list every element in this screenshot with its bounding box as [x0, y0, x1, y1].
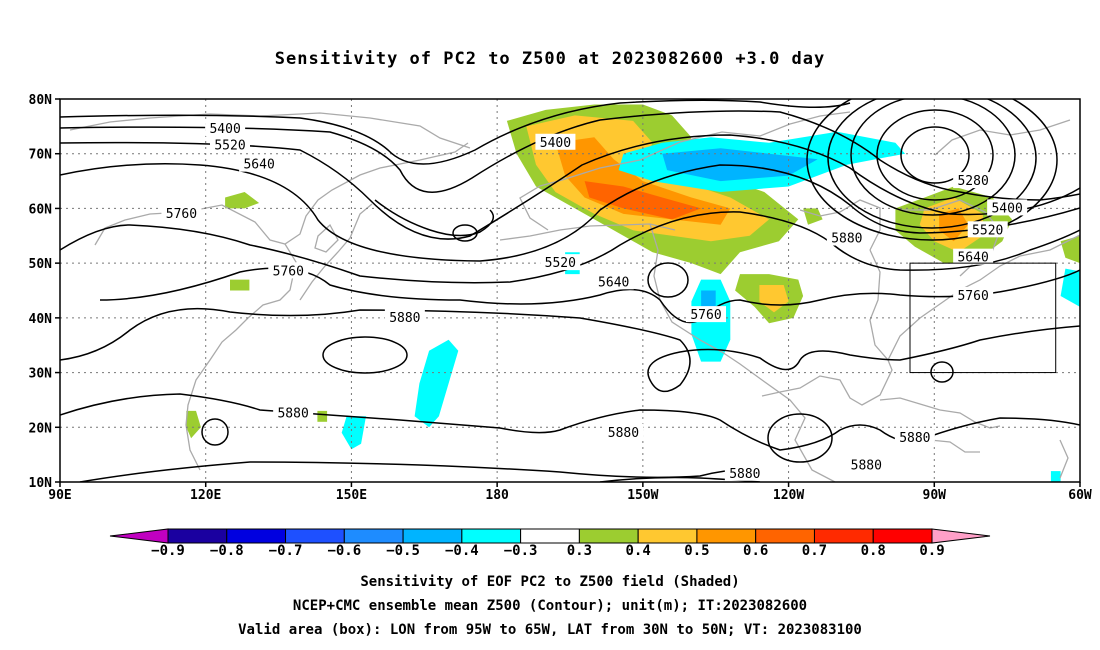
lon-tick-label: 90E [48, 488, 71, 503]
lat-tick-label: 10N [29, 476, 53, 491]
colorbar-tick-label: −0.8 [209, 543, 244, 559]
contour-label: 5520 [214, 139, 245, 154]
colorbar-tick-label: −0.6 [327, 543, 362, 559]
contour-label: 5400 [209, 122, 240, 137]
lat-tick-label: 70N [29, 148, 53, 163]
shaded-region-9 [225, 192, 260, 209]
colorbar-swatch [285, 528, 345, 544]
contour-label: 5520 [972, 223, 1003, 238]
shaded-region-14 [317, 410, 328, 422]
lon-tick-label: 60W [1068, 488, 1092, 503]
lat-tick-label: 50N [29, 257, 53, 272]
contour-label: 5640 [243, 158, 274, 173]
contour-label: 5760 [166, 207, 197, 222]
plot-frame [59, 98, 1081, 483]
colorbar [109, 528, 991, 544]
lat-tick-label: 30N [29, 367, 53, 382]
chart-title: Sensitivity of PC2 to Z500 at 2023082600… [274, 49, 826, 69]
sensitivity-shading [186, 104, 1100, 482]
contour-label: 5880 [729, 467, 760, 482]
contour-label: 5760 [690, 308, 721, 323]
contour-label: 5880 [277, 407, 308, 422]
colorbar-right-arrow [931, 528, 991, 544]
contour-label: 5640 [957, 251, 988, 266]
caption-line-2: NCEP+CMC ensemble mean Z500 (Contour); u… [292, 598, 808, 614]
lat-tick-label: 80N [29, 93, 53, 108]
contour-label: 5880 [899, 431, 930, 446]
colorbar-tick-label: 0.8 [860, 543, 886, 559]
contour-label: 5400 [540, 136, 571, 151]
lon-tick-label: 180 [485, 488, 509, 503]
colorbar-tick-label: 0.9 [919, 543, 945, 559]
colorbar-tick-label: −0.9 [151, 543, 185, 559]
colorbar-swatch [637, 528, 698, 544]
colorbar-swatch [813, 528, 874, 544]
colorbar-swatch [402, 528, 463, 544]
colorbar-tick-label: −0.3 [503, 543, 538, 559]
contour-label: 5760 [957, 289, 988, 304]
contour-label: 5520 [545, 256, 576, 271]
shaded-region-25 [1090, 471, 1100, 482]
shaded-region-6 [939, 208, 969, 242]
colorbar-swatch [520, 528, 580, 544]
contour-label: 5760 [273, 264, 304, 279]
lon-tick-label: 90W [923, 488, 947, 503]
contour-label: 5880 [608, 426, 639, 441]
lon-tick-label: 120E [190, 488, 221, 503]
colorbar-swatch [755, 528, 815, 544]
colorbar-swatch [167, 528, 228, 544]
contour-label: 5400 [991, 201, 1022, 216]
z500-contours [60, 99, 1080, 482]
shaded-region-26 [1050, 471, 1061, 482]
colorbar-tick-label: 0.4 [625, 543, 651, 559]
lat-tick-label: 20N [29, 421, 53, 436]
shaded-region-20 [414, 339, 459, 428]
caption-line-1: Sensitivity of EOF PC2 to Z500 field (Sh… [360, 574, 740, 590]
colorbar-swatch [343, 528, 404, 544]
colorbar-tick-label: 0.6 [743, 543, 769, 559]
contour-label: 5880 [389, 311, 420, 326]
valid-area-box [909, 262, 1057, 374]
colorbar-tick-label: 0.3 [566, 543, 593, 559]
shaded-region-3 [584, 181, 702, 220]
lat-tick-label: 60N [29, 202, 53, 217]
shaded-region-22 [1060, 268, 1080, 307]
lon-tick-label: 120W [773, 488, 804, 503]
colorbar-swatch [872, 528, 933, 544]
colorbar-tick-label: −0.4 [444, 543, 479, 559]
contour-label: 5640 [598, 275, 629, 290]
colorbar-tick-label: −0.7 [268, 543, 303, 559]
contour-label: 5280 [957, 174, 988, 189]
shaded-region-12 [1060, 235, 1080, 264]
lon-tick-label: 150E [336, 488, 367, 503]
colorbar-swatch [696, 528, 757, 544]
colorbar-swatch [461, 528, 522, 544]
colorbar-left-arrow [109, 528, 169, 544]
shaded-region-2 [555, 137, 731, 225]
contour-label: 5880 [831, 232, 862, 247]
shaded-region-10 [230, 279, 250, 291]
colorbar-labels: −0.9 −0.8 −0.7 −0.6 −0.5 −0.4 −0.3 0.3 0.4 0.5 0.6… [0, 543, 1100, 563]
colorbar-tick-label: −0.5 [386, 543, 420, 559]
contour-labels: 5400 5520 5640 5760 5760 5880 5880 5400 5520 5640… [161, 120, 1028, 482]
axis-ticks: 90E 120E 150E 180 150W 120W 90W 60W 80N 70N 60N 50N… [29, 93, 1092, 503]
caption-line-3: Valid area (box): LON from 95W to 65W, L… [238, 622, 862, 638]
lat-tick-label: 40N [29, 312, 53, 327]
lon-tick-label: 150W [627, 488, 658, 503]
colorbar-swatch [226, 528, 287, 544]
colorbar-tick-label: 0.5 [684, 543, 710, 559]
colorbar-tick-label: 0.7 [801, 543, 828, 559]
shaded-region-11 [803, 208, 823, 225]
shaded-region-16 [662, 148, 818, 182]
colorbar-swatch [578, 528, 639, 544]
shaded-region-21 [341, 416, 366, 450]
contour-label: 5880 [851, 459, 882, 474]
shaded-region-13 [186, 410, 201, 439]
